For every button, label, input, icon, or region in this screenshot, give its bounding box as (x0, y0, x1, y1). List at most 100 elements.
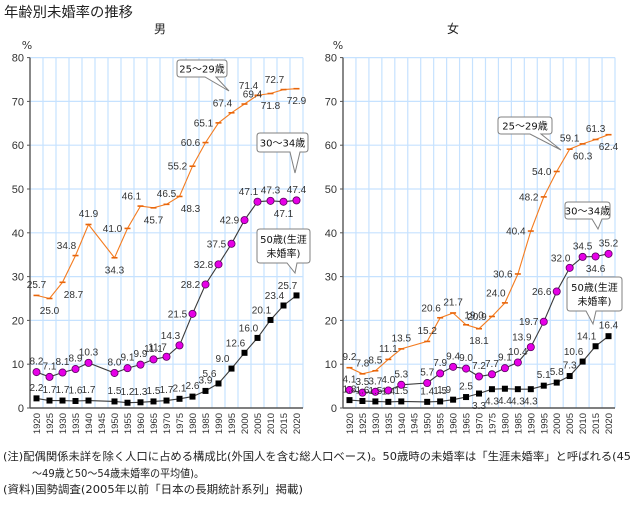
data-label: 32.0 (551, 253, 571, 264)
data-label: 7.7 (485, 359, 499, 370)
y-axis-unit-men: % (22, 39, 32, 52)
x-tick-label: 1975 (487, 413, 498, 434)
data-label: 19.7 (519, 317, 539, 328)
data-label: 47.4 (287, 185, 307, 196)
series-2: 4.1 3.5 3.7 4.05.3 5.77.99.4 9.07.2 7.79.110.4… (343, 201, 619, 397)
data-point-marker (579, 358, 586, 365)
data-label: 46.1 (122, 192, 142, 203)
data-point-marker (500, 364, 509, 373)
data-label: 1.9 (437, 385, 451, 396)
data-label: 1.5 (433, 386, 447, 397)
x-tick-label: 2020 (604, 413, 615, 434)
data-point-marker (176, 395, 183, 402)
x-tick-label: 1975 (175, 413, 186, 434)
data-point-marker (476, 390, 482, 397)
series-3: 1.8 1.6 1.5 1.4 1.5 1.4 1.51.9 2.53.3 4.3 4.4 4.3 4… (343, 276, 623, 412)
data-label: 4.4 (498, 396, 512, 407)
data-label: 5.7 (420, 368, 434, 379)
callout-bubble (256, 132, 309, 174)
data-point-marker (111, 398, 118, 405)
data-point-marker (398, 398, 405, 405)
y-tick-label: 60 (12, 140, 24, 152)
x-tick-label: 1935 (384, 413, 395, 434)
figure-title: 年齢別未婚率の推移 (4, 4, 133, 21)
data-point-marker (137, 399, 144, 406)
y-axis-unit-women: % (333, 39, 343, 52)
data-point-marker (385, 398, 392, 405)
data-label: 8.9 (69, 354, 83, 365)
series-callout: 50歳(生涯未婚率) (256, 228, 311, 275)
data-point-marker (84, 358, 93, 367)
data-label: 60.3 (573, 151, 593, 162)
data-label: 13.5 (392, 333, 412, 344)
data-label: 46.5 (157, 189, 177, 200)
data-point-marker (150, 398, 157, 405)
data-point-marker (280, 302, 287, 309)
data-label: 42.9 (220, 216, 240, 227)
data-label: 60.6 (181, 138, 201, 149)
data-label: 11.1 (144, 344, 163, 355)
data-point-marker (358, 388, 367, 397)
footnote-note-continued: 〜49歳と50〜54歳未婚率の平均値)。 (32, 466, 204, 480)
data-point-marker (58, 368, 67, 377)
data-label: 47.3 (261, 185, 281, 196)
data-point-marker (371, 387, 380, 396)
x-tick-label: 2010 (266, 413, 277, 434)
data-label: 3.3 (472, 401, 486, 412)
data-label: 3.7 (368, 376, 382, 387)
data-label: 25.7 (27, 280, 47, 291)
data-label: 16.0 (239, 323, 259, 334)
x-tick-label: 1990 (214, 413, 225, 434)
x-tick-label: 1985 (201, 413, 212, 434)
data-label: 30.6 (493, 269, 513, 280)
x-tick-label: 1940 (84, 413, 95, 434)
data-label: 9.1 (498, 353, 512, 364)
footnote-source: (資料)国勢調査(2005年以前「日本の長期統計系列」掲載) (3, 482, 303, 496)
callout-bubble (256, 228, 311, 275)
data-label: 1.7 (160, 385, 174, 396)
data-point-marker (372, 398, 379, 405)
data-point-marker (462, 364, 471, 373)
data-label: 48.2 (519, 192, 539, 203)
data-label: 41.0 (103, 224, 123, 235)
y-tick-label: 50 (325, 184, 337, 196)
data-label: 21.5 (168, 309, 188, 320)
x-tick-label: 1925 (45, 413, 56, 434)
data-point-marker (605, 333, 612, 340)
data-point-marker (449, 362, 458, 371)
series-1: 9.27.8 8.511.113.5 15.2 20.621.719.0 18.1 20.… (343, 116, 619, 375)
data-label: 19.0 (464, 310, 484, 321)
data-point-marker (514, 386, 521, 393)
data-point-marker (46, 397, 53, 404)
data-label: 20.6 (421, 303, 441, 314)
data-point-marker (513, 358, 522, 367)
data-label: 24.0 (486, 288, 506, 299)
footnotes: (注)配偶関係未詳を除く人口に占める構成比(外国人を含む総人口ベース)。50歳時… (3, 449, 631, 496)
x-tick-label: 1990 (526, 413, 537, 434)
data-label: 1.5 (147, 386, 161, 397)
x-tick-label: 1985 (513, 413, 524, 434)
data-label: 25.7 (278, 281, 298, 292)
series-1: 25.7 25.0 28.7 34.8 41.9 34.3 41.0 46.1 45.7 46.5… (27, 59, 307, 317)
chart-title-women: 女 (447, 21, 459, 36)
data-label: 1.6 (69, 385, 83, 396)
y-tick-label: 60 (325, 140, 337, 152)
data-point-marker (423, 379, 432, 388)
data-point-marker (527, 386, 534, 393)
callout-label: 25〜29歳 (179, 64, 224, 76)
x-tick-label: 1920 (32, 413, 43, 434)
data-point-marker (33, 395, 40, 402)
data-label: 10.3 (79, 347, 99, 358)
data-label: 1.3 (134, 387, 148, 398)
data-point-marker (526, 343, 535, 352)
data-point-marker (32, 368, 41, 377)
data-point-marker (591, 252, 600, 261)
data-label: 11.7 (148, 342, 167, 353)
y-tick-label: 20 (325, 315, 337, 327)
y-tick-label: 30 (325, 272, 337, 284)
y-tick-label: 0 (18, 403, 24, 415)
data-point-marker (163, 397, 170, 404)
data-label: 9.4 (446, 351, 460, 362)
x-tick-label: 1960 (136, 413, 147, 434)
data-point-marker (501, 385, 508, 392)
